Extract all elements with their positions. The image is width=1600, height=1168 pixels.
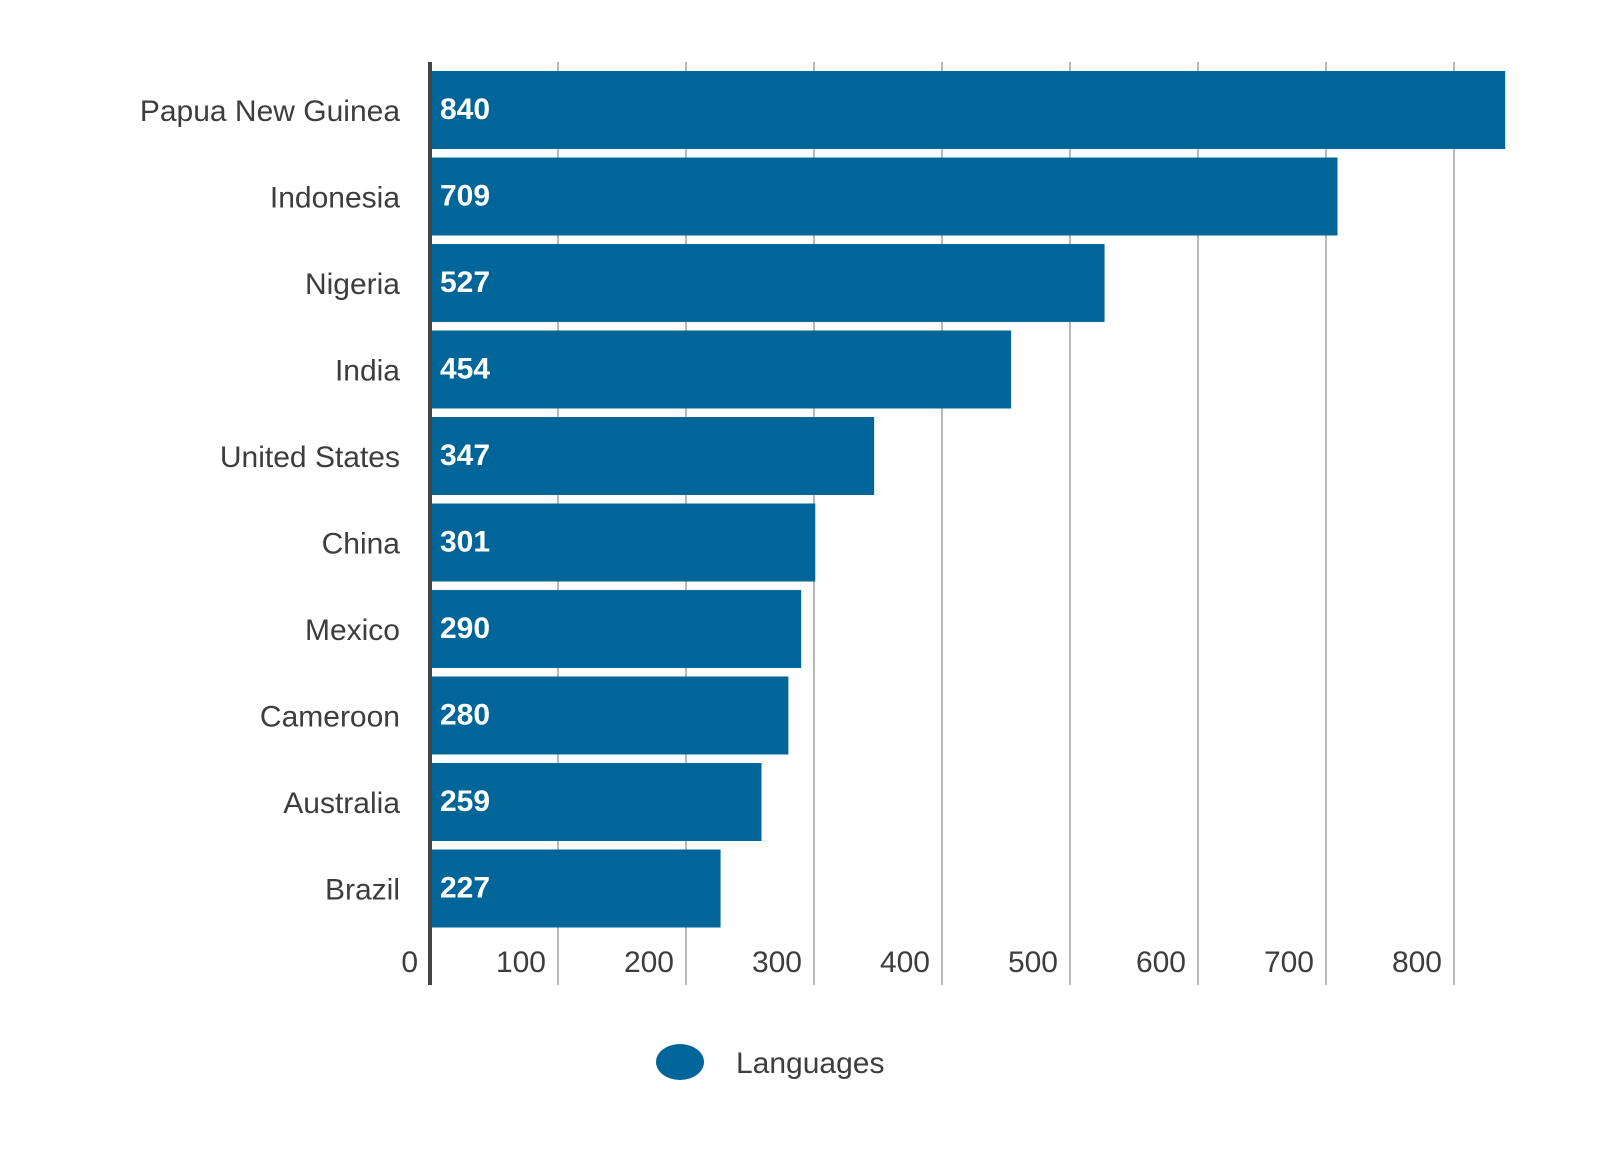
category-label-3: India <box>335 355 400 388</box>
bar-6 <box>430 590 802 668</box>
value-label-1: 709 <box>440 180 490 213</box>
bar-2 <box>430 244 1105 322</box>
category-label-0: Papua New Guinea <box>140 95 400 128</box>
x-tick-label-7: 700 <box>1264 946 1314 979</box>
bar-7 <box>430 676 789 755</box>
x-tick-label-5: 500 <box>1008 946 1058 979</box>
value-label-8: 259 <box>440 785 490 818</box>
legend-label: Languages <box>736 1047 884 1080</box>
x-tick-label-8: 800 <box>1392 946 1442 979</box>
bar-1 <box>430 157 1338 236</box>
category-label-5: China <box>322 528 401 561</box>
value-label-7: 280 <box>440 699 490 732</box>
x-tick-label-0: 0 <box>401 946 418 979</box>
bar-0 <box>430 71 1506 149</box>
bar-5 <box>430 503 816 582</box>
value-label-9: 227 <box>440 872 490 905</box>
value-label-2: 527 <box>440 266 490 299</box>
category-label-7: Cameroon <box>260 701 400 734</box>
legend: Languages <box>656 1044 884 1080</box>
value-label-0: 840 <box>440 93 490 126</box>
x-tick-labels: 0 100 200 300 400 500 600 700 800 <box>401 946 1442 979</box>
category-label-2: Nigeria <box>305 268 400 301</box>
x-tick-label-1: 100 <box>496 946 546 979</box>
bar-4 <box>430 417 875 495</box>
category-label-6: Mexico <box>305 614 400 647</box>
value-label-5: 301 <box>440 526 490 559</box>
x-tick-label-6: 600 <box>1136 946 1186 979</box>
x-tick-label-4: 400 <box>880 946 930 979</box>
bars <box>430 71 1506 928</box>
x-tick-label-3: 300 <box>752 946 802 979</box>
category-label-9: Brazil <box>325 874 400 907</box>
x-tick-label-2: 200 <box>624 946 674 979</box>
category-label-8: Australia <box>283 787 400 820</box>
value-label-3: 454 <box>440 353 490 386</box>
legend-swatch <box>656 1044 704 1080</box>
bar-3 <box>430 330 1012 409</box>
value-label-4: 347 <box>440 439 490 472</box>
category-labels: Papua New Guinea Indonesia Nigeria India Uni… <box>140 95 400 907</box>
bar-8 <box>430 763 762 841</box>
value-labels: 840 709 527 454 347 301 290 280 259 227 <box>440 93 490 905</box>
category-label-1: Indonesia <box>270 182 400 215</box>
value-label-6: 290 <box>440 612 490 645</box>
bar-9 <box>430 849 721 928</box>
category-label-4: United States <box>220 441 400 474</box>
